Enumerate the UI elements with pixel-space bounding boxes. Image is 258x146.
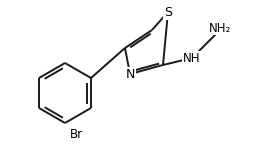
Text: S: S — [164, 6, 172, 19]
Text: N: N — [125, 67, 135, 80]
Text: Br: Br — [69, 128, 83, 141]
Text: NH: NH — [183, 52, 201, 65]
Text: NH₂: NH₂ — [209, 21, 231, 34]
